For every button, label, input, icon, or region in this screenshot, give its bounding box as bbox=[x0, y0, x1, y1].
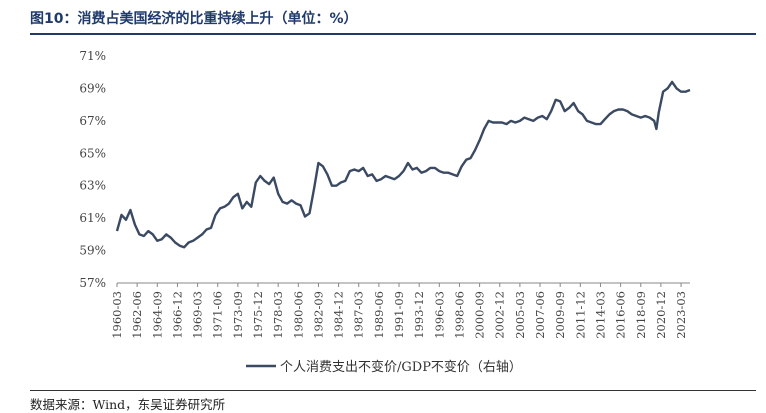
y-tick-label: 63% bbox=[79, 179, 106, 193]
x-tick-label: 1966-12 bbox=[170, 291, 184, 339]
x-axis: 1960-03 1962-06 1964-09 1966-12 1969-03 1971-… bbox=[110, 282, 690, 339]
series-line bbox=[115, 80, 691, 249]
x-tick-label: 1964-09 bbox=[150, 291, 164, 339]
x-tick-label: 2011-12 bbox=[573, 291, 587, 339]
legend: 个人消费支出不变价/GDP不变价（右轴） bbox=[246, 359, 522, 375]
y-axis: 57% 59% 61% 63% 65% 67% 69% 71% bbox=[79, 49, 106, 290]
x-tick-label: 1998-06 bbox=[452, 291, 466, 339]
y-tick-label: 59% bbox=[79, 244, 106, 258]
title-rule bbox=[30, 33, 756, 35]
x-tick-label: 1982-09 bbox=[311, 291, 325, 339]
y-tick-label: 65% bbox=[79, 146, 106, 160]
x-tick-label: 1991-09 bbox=[392, 291, 406, 339]
x-tick-label: 1973-09 bbox=[231, 291, 245, 339]
x-tick-label: 1993-12 bbox=[412, 291, 426, 339]
x-tick-label: 1987-03 bbox=[352, 291, 366, 339]
legend-label: 个人消费支出不变价/GDP不变价（右轴） bbox=[280, 359, 522, 375]
x-tick-label: 2000-09 bbox=[473, 291, 487, 339]
x-tick-label: 1980-06 bbox=[291, 291, 305, 339]
x-tick-label: 1962-06 bbox=[130, 291, 144, 339]
x-tick-label: 2014-03 bbox=[593, 291, 607, 339]
source-rule bbox=[30, 390, 756, 391]
x-tick-label: 1971-06 bbox=[211, 291, 225, 339]
y-tick-label: 67% bbox=[79, 114, 106, 128]
x-tick-label: 1978-03 bbox=[271, 291, 285, 339]
x-tick-label: 1989-06 bbox=[372, 291, 386, 339]
x-tick-label: 1960-03 bbox=[110, 291, 124, 339]
x-tick-label: 2007-06 bbox=[533, 291, 547, 339]
x-tick-label: 1969-03 bbox=[191, 291, 205, 339]
x-tick-label: 1996-03 bbox=[432, 291, 446, 339]
y-tick-label: 61% bbox=[79, 211, 106, 225]
x-tick-label: 1975-12 bbox=[251, 291, 265, 339]
x-tick-label: 2005-03 bbox=[513, 291, 527, 339]
x-tick-label: 2002-12 bbox=[493, 291, 507, 339]
x-tick-label: 2023-03 bbox=[674, 291, 688, 339]
x-tick-label: 2016-06 bbox=[614, 291, 628, 339]
x-tick-label: 1984-12 bbox=[332, 291, 346, 339]
figure-title: 图10：消费占美国经济的比重持续上升（单位：%） bbox=[30, 11, 358, 27]
y-tick-label: 71% bbox=[79, 49, 106, 63]
line-chart: 57%59%61%63%65%67%69%71% 1960-03 1962-06 1… bbox=[79, 49, 691, 375]
source-note: 数据来源：Wind，东吴证券研究所 bbox=[30, 397, 226, 412]
x-tick-label: 2018-09 bbox=[634, 291, 648, 339]
x-tick-label: 2009-09 bbox=[553, 291, 567, 339]
x-tick-label: 2020-12 bbox=[654, 291, 668, 339]
y-tick-label: 69% bbox=[79, 81, 106, 95]
plot-area bbox=[115, 80, 691, 249]
y-tick-label: 57% bbox=[79, 276, 106, 290]
